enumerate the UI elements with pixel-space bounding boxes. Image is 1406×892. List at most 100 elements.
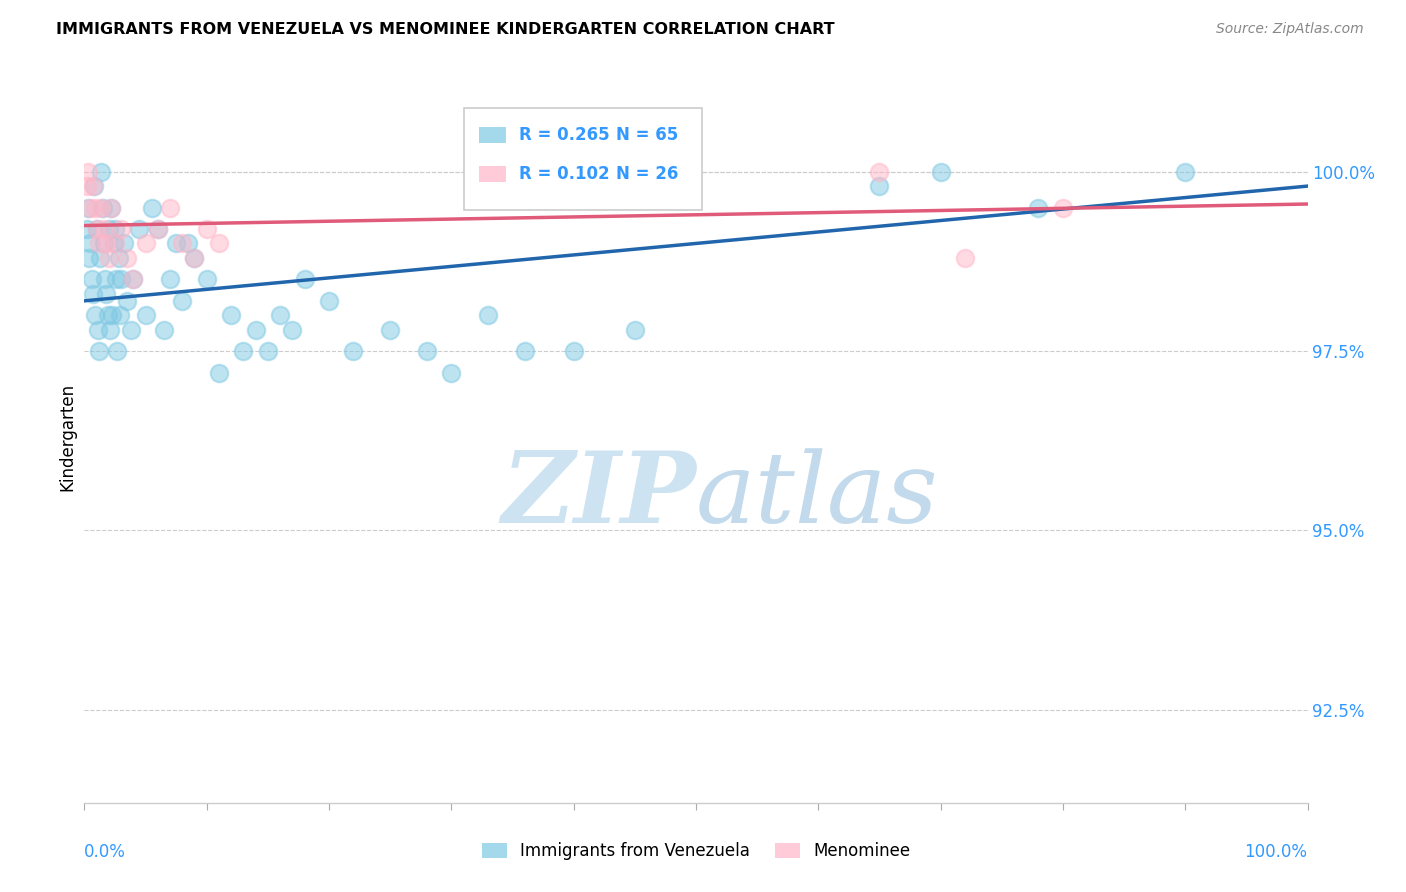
Point xyxy=(294,272,316,286)
Text: Source: ZipAtlas.com: Source: ZipAtlas.com xyxy=(1216,22,1364,37)
Point xyxy=(100,201,122,215)
Text: R = 0.265: R = 0.265 xyxy=(519,126,609,144)
Point xyxy=(86,222,108,236)
Point xyxy=(104,236,127,251)
Text: R = 0.102: R = 0.102 xyxy=(519,165,609,183)
Point xyxy=(232,344,254,359)
Point xyxy=(97,222,120,236)
Point xyxy=(87,236,110,251)
Point xyxy=(183,251,205,265)
Point xyxy=(869,165,891,179)
Point xyxy=(96,236,118,251)
Text: N = 26: N = 26 xyxy=(616,165,679,183)
Point xyxy=(172,293,194,308)
Point xyxy=(110,222,132,236)
Point xyxy=(562,344,585,359)
Point xyxy=(77,251,100,265)
Point xyxy=(82,286,104,301)
Point xyxy=(477,308,499,322)
Point xyxy=(513,344,536,359)
Point xyxy=(219,308,242,322)
Point xyxy=(90,165,112,179)
Point xyxy=(104,222,127,236)
Text: 100.0%: 100.0% xyxy=(1244,843,1308,861)
Point xyxy=(159,201,181,215)
Legend: Immigrants from Venezuela, Menominee: Immigrants from Venezuela, Menominee xyxy=(482,842,910,860)
Point xyxy=(208,236,231,251)
Point xyxy=(82,179,104,194)
Point xyxy=(159,272,181,286)
Point xyxy=(105,344,128,359)
Point xyxy=(97,308,120,322)
Point xyxy=(128,222,150,236)
Point xyxy=(869,179,891,194)
Point xyxy=(77,201,100,215)
Text: 0.0%: 0.0% xyxy=(84,843,127,861)
Point xyxy=(177,236,200,251)
Text: IMMIGRANTS FROM VENEZUELA VS MENOMINEE KINDERGARTEN CORRELATION CHART: IMMIGRANTS FROM VENEZUELA VS MENOMINEE K… xyxy=(56,22,835,37)
Point xyxy=(80,272,103,286)
Point xyxy=(1052,201,1074,215)
Point xyxy=(953,251,976,265)
FancyBboxPatch shape xyxy=(464,108,702,211)
Point xyxy=(103,236,125,251)
Point xyxy=(172,236,194,251)
Point xyxy=(84,201,107,215)
Point xyxy=(115,251,138,265)
Text: ZIP: ZIP xyxy=(501,448,696,544)
FancyBboxPatch shape xyxy=(479,166,506,182)
Point xyxy=(115,293,138,308)
Point xyxy=(91,201,114,215)
Point xyxy=(100,201,122,215)
Text: atlas: atlas xyxy=(696,448,939,543)
Point xyxy=(108,308,131,322)
Point xyxy=(94,272,117,286)
Point xyxy=(318,293,340,308)
Point xyxy=(440,366,463,380)
Point xyxy=(98,322,121,336)
Point xyxy=(90,201,112,215)
Point xyxy=(245,322,267,336)
Point xyxy=(135,308,157,322)
Point xyxy=(208,366,231,380)
Point xyxy=(76,179,98,194)
Point xyxy=(89,251,111,265)
Point xyxy=(101,308,124,322)
Point xyxy=(146,222,169,236)
Point xyxy=(122,272,145,286)
Text: N = 65: N = 65 xyxy=(616,126,679,144)
Point xyxy=(624,322,647,336)
Point xyxy=(107,251,129,265)
Point xyxy=(76,222,98,236)
Point xyxy=(281,322,304,336)
Point xyxy=(86,222,108,236)
Y-axis label: Kindergarten: Kindergarten xyxy=(58,383,76,491)
Point xyxy=(135,236,157,251)
Point xyxy=(1174,165,1197,179)
Point xyxy=(342,344,364,359)
Point xyxy=(96,286,118,301)
Point xyxy=(93,222,115,236)
Point xyxy=(83,179,105,194)
Point xyxy=(120,322,142,336)
Point xyxy=(122,272,145,286)
Point xyxy=(146,222,169,236)
Point xyxy=(195,272,218,286)
Point xyxy=(1028,201,1050,215)
Point xyxy=(380,322,402,336)
Point xyxy=(195,222,218,236)
Point xyxy=(257,344,280,359)
Point xyxy=(105,272,128,286)
Point xyxy=(79,201,101,215)
Point xyxy=(165,236,187,251)
Point xyxy=(416,344,439,359)
Point xyxy=(97,251,120,265)
Point xyxy=(110,272,132,286)
Point xyxy=(79,236,101,251)
Point xyxy=(929,165,952,179)
Point xyxy=(183,251,205,265)
Point xyxy=(93,236,115,251)
Point xyxy=(87,322,110,336)
Point xyxy=(112,236,135,251)
Point xyxy=(77,165,100,179)
